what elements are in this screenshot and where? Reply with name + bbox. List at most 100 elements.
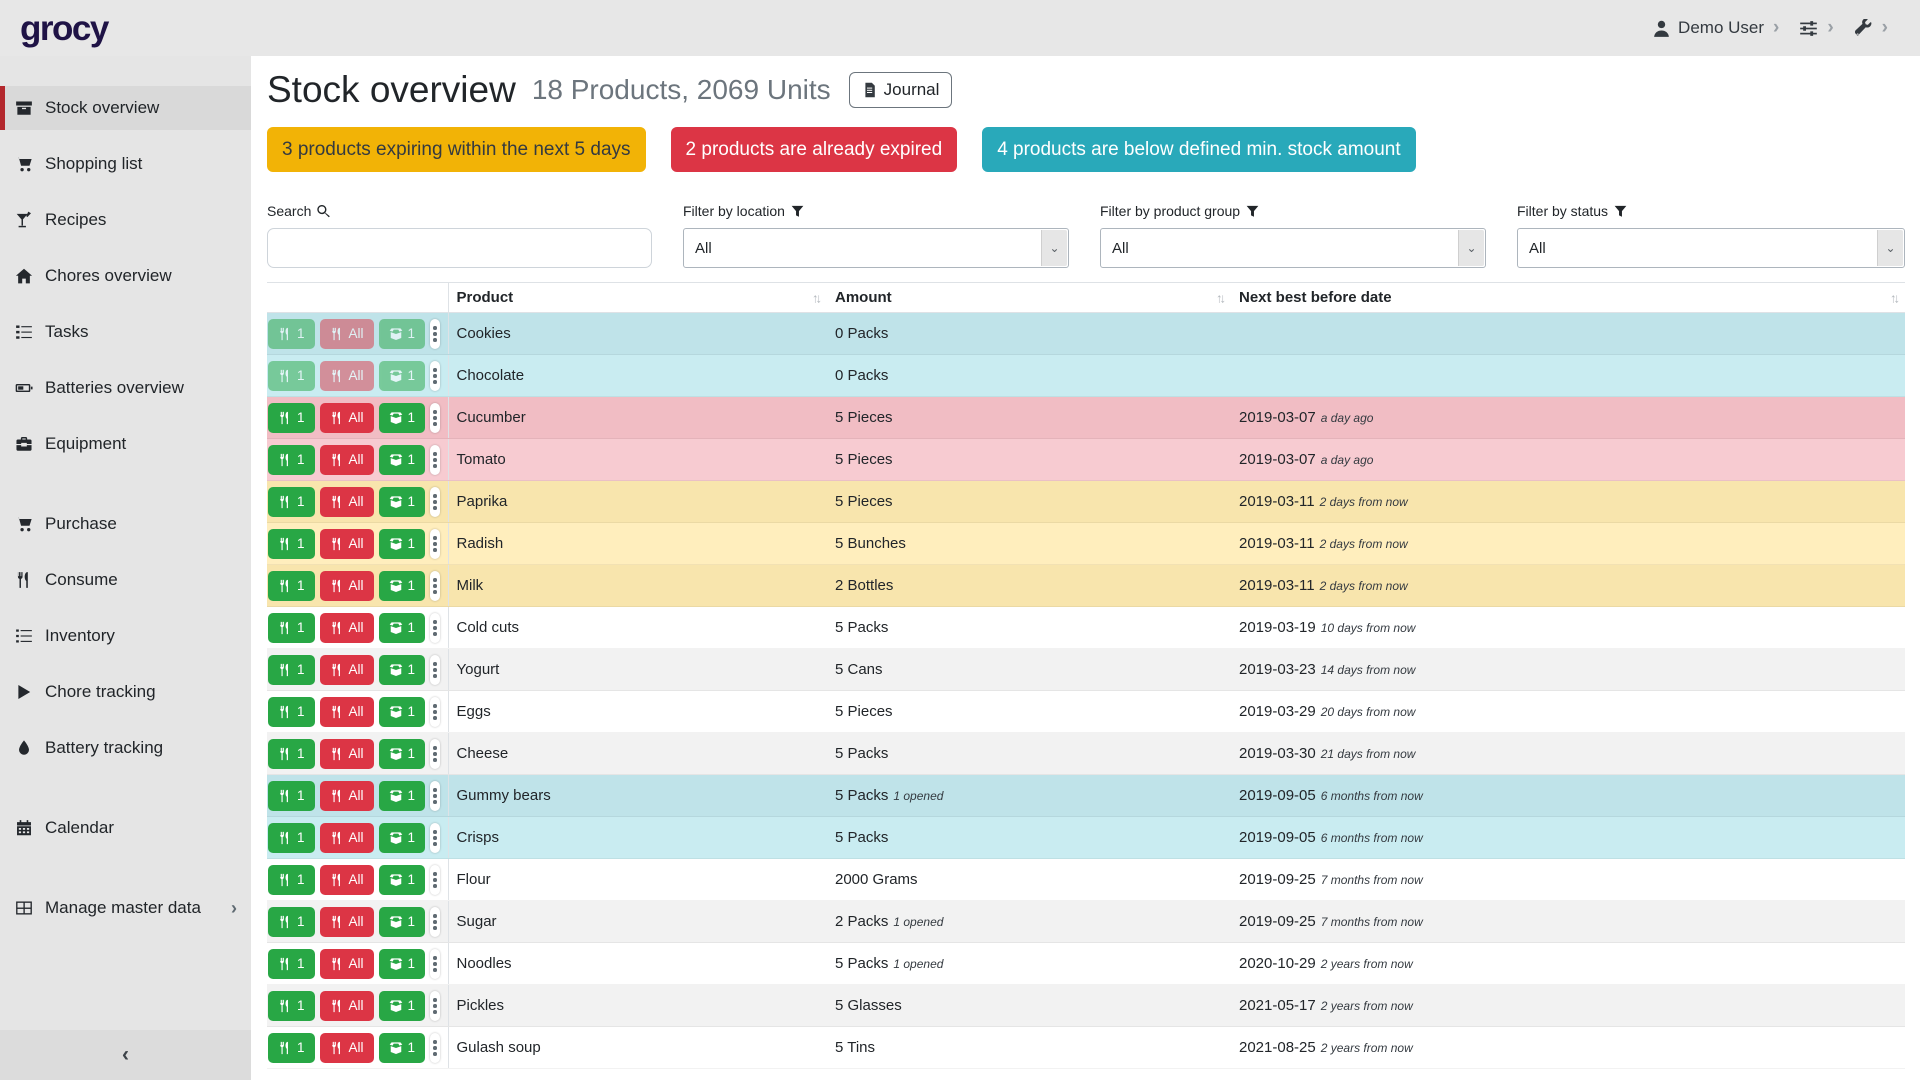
open-one-button[interactable]: 1 (378, 486, 426, 517)
consume-all-button[interactable]: All (319, 738, 374, 769)
sidebar-item-shopping-list[interactable]: Shopping list (0, 142, 251, 186)
row-more-menu-button[interactable] (430, 528, 440, 559)
consume-all-button[interactable]: All (319, 696, 374, 727)
consume-all-button[interactable]: All (319, 948, 374, 979)
sort-icon[interactable]: ↑↓ (812, 290, 822, 306)
consume-all-button[interactable]: All (319, 570, 374, 601)
sidebar-item-chores-overview[interactable]: Chores overview (0, 254, 251, 298)
journal-button[interactable]: Journal (848, 72, 953, 109)
settings-menu[interactable]: › (1795, 11, 1839, 45)
open-one-button[interactable]: 1 (378, 780, 426, 811)
row-more-menu-button[interactable] (430, 864, 440, 895)
consume-one-button[interactable]: 1 (268, 864, 315, 895)
consume-all-button[interactable]: All (319, 402, 374, 433)
sort-icon[interactable]: ↑↓ (1890, 290, 1900, 306)
sidebar-item-purchase[interactable]: Purchase (0, 502, 251, 546)
sidebar-item-consume[interactable]: Consume (0, 558, 251, 602)
consume-one-button[interactable]: 1 (268, 1032, 315, 1063)
open-one-button[interactable]: 1 (378, 948, 426, 979)
row-more-menu-button[interactable] (430, 990, 440, 1021)
row-more-menu-button[interactable] (430, 738, 440, 769)
sidebar-item-chore-tracking[interactable]: Chore tracking (0, 670, 251, 714)
stock-alert-badge[interactable]: 2 products are already expired (670, 127, 958, 173)
open-one-button[interactable]: 1 (378, 864, 426, 895)
consume-all-button[interactable]: All (319, 612, 374, 643)
consume-one-button[interactable]: 1 (268, 990, 315, 1021)
consume-one-button[interactable]: 1 (268, 318, 315, 349)
consume-all-button[interactable]: All (319, 780, 374, 811)
consume-all-button[interactable]: All (319, 1032, 374, 1063)
consume-one-button[interactable]: 1 (268, 612, 315, 643)
open-one-button[interactable]: 1 (378, 906, 426, 937)
consume-all-button[interactable]: All (319, 990, 374, 1021)
sidebar-item-recipes[interactable]: Recipes (0, 198, 251, 242)
consume-one-button[interactable]: 1 (268, 780, 315, 811)
row-more-menu-button[interactable] (430, 822, 440, 853)
consume-one-button[interactable]: 1 (268, 444, 315, 475)
open-one-button[interactable]: 1 (378, 612, 426, 643)
open-one-button[interactable]: 1 (378, 570, 426, 601)
sidebar-item-tasks[interactable]: Tasks (0, 310, 251, 354)
stock-alert-badge[interactable]: 3 products expiring within the next 5 da… (267, 127, 646, 173)
consume-all-button[interactable]: All (319, 864, 374, 895)
consume-one-button[interactable]: 1 (268, 654, 315, 685)
consume-all-button[interactable]: All (319, 822, 374, 853)
admin-menu[interactable]: › (1850, 11, 1894, 45)
row-more-menu-button[interactable] (430, 696, 440, 727)
row-more-menu-button[interactable] (430, 948, 440, 979)
product-group-select[interactable]: All ⌄ (1100, 228, 1486, 269)
sidebar-item-equipment[interactable]: Equipment (0, 422, 251, 466)
row-more-menu-button[interactable] (430, 1032, 440, 1063)
sidebar-item-inventory[interactable]: Inventory (0, 614, 251, 658)
row-more-menu-button[interactable] (430, 402, 440, 433)
consume-one-button[interactable]: 1 (268, 360, 315, 391)
consume-one-button[interactable]: 1 (268, 402, 315, 433)
open-one-button[interactable]: 1 (378, 696, 426, 727)
location-select[interactable]: All ⌄ (683, 228, 1069, 269)
row-more-menu-button[interactable] (430, 780, 440, 811)
open-one-button[interactable]: 1 (378, 528, 426, 559)
consume-all-button[interactable]: All (319, 444, 374, 475)
app-logo[interactable]: grocy (20, 8, 109, 48)
open-one-button[interactable]: 1 (378, 990, 426, 1021)
sidebar-collapse-button[interactable]: ‹ (0, 1030, 251, 1080)
consume-one-button[interactable]: 1 (268, 486, 315, 517)
consume-all-button[interactable]: All (319, 528, 374, 559)
sidebar-item-stock-overview[interactable]: Stock overview (0, 86, 251, 130)
sidebar-item-calendar[interactable]: Calendar (0, 806, 251, 850)
stock-alert-badge[interactable]: 4 products are below defined min. stock … (982, 127, 1416, 173)
consume-one-button[interactable]: 1 (268, 906, 315, 937)
open-one-button[interactable]: 1 (378, 654, 426, 685)
open-one-button[interactable]: 1 (378, 402, 426, 433)
consume-all-button[interactable]: All (319, 318, 374, 349)
sidebar-item-batteries-overview[interactable]: Batteries overview (0, 366, 251, 410)
consume-all-button[interactable]: All (319, 360, 374, 391)
consume-one-button[interactable]: 1 (268, 948, 315, 979)
consume-all-button[interactable]: All (319, 654, 374, 685)
sidebar-item-battery-tracking[interactable]: Battery tracking (0, 726, 251, 770)
consume-one-button[interactable]: 1 (268, 822, 315, 853)
row-more-menu-button[interactable] (430, 570, 440, 601)
status-select[interactable]: All ⌄ (1517, 228, 1905, 269)
row-more-menu-button[interactable] (430, 360, 440, 391)
consume-one-button[interactable]: 1 (268, 570, 315, 601)
open-one-button[interactable]: 1 (378, 822, 426, 853)
open-one-button[interactable]: 1 (378, 1032, 426, 1063)
row-more-menu-button[interactable] (430, 318, 440, 349)
row-more-menu-button[interactable] (430, 906, 440, 937)
consume-all-button[interactable]: All (319, 906, 374, 937)
consume-all-button[interactable]: All (319, 486, 374, 517)
row-more-menu-button[interactable] (430, 612, 440, 643)
amount-column-header[interactable]: Amount ↑↓ (827, 282, 1231, 314)
user-menu[interactable]: Demo User › (1648, 11, 1785, 45)
open-one-button[interactable]: 1 (378, 444, 426, 475)
open-one-button[interactable]: 1 (378, 360, 426, 391)
consume-one-button[interactable]: 1 (268, 738, 315, 769)
sidebar-item-manage-master-data[interactable]: Manage master data › (0, 886, 251, 930)
row-more-menu-button[interactable] (430, 444, 440, 475)
row-more-menu-button[interactable] (430, 654, 440, 685)
row-more-menu-button[interactable] (430, 486, 440, 517)
open-one-button[interactable]: 1 (378, 738, 426, 769)
date-column-header[interactable]: Next best before date ↑↓ (1231, 282, 1905, 314)
consume-one-button[interactable]: 1 (268, 528, 315, 559)
